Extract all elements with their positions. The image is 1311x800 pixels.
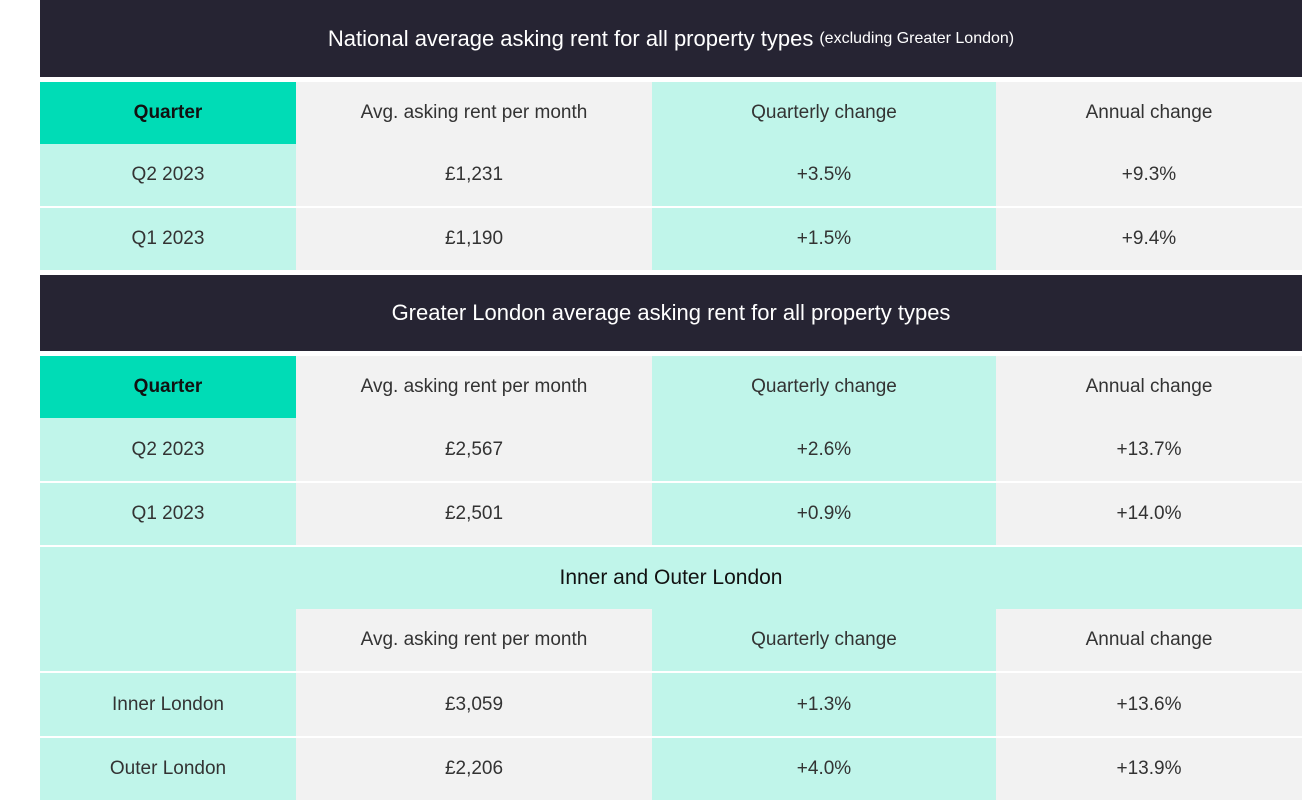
header-avg-rent: Avg. asking rent per month xyxy=(296,82,652,144)
table-row: Outer London £2,206 +4.0% +13.9% xyxy=(40,738,1302,800)
header-avg-rent: Avg. asking rent per month xyxy=(296,609,652,671)
cell-quarter: Q2 2023 xyxy=(40,144,296,206)
header-quarter: Quarter xyxy=(40,82,296,144)
cell-avg-rent: £2,206 xyxy=(296,738,652,800)
cell-quarterly-change: +1.5% xyxy=(652,208,996,270)
header-annual-change: Annual change xyxy=(996,356,1302,418)
cell-avg-rent: £1,231 xyxy=(296,144,652,206)
header-annual-change: Annual change xyxy=(996,609,1302,671)
inner-outer-title: Inner and Outer London xyxy=(40,547,1302,609)
cell-avg-rent: £3,059 xyxy=(296,673,652,736)
cell-quarterly-change: +4.0% xyxy=(652,738,996,800)
cell-annual-change: +14.0% xyxy=(996,483,1302,545)
table-row: Q2 2023 £1,231 +3.5% +9.3% xyxy=(40,144,1302,208)
cell-quarter: Q2 2023 xyxy=(40,418,296,481)
header-area xyxy=(40,609,296,671)
cell-area: Outer London xyxy=(40,738,296,800)
cell-avg-rent: £1,190 xyxy=(296,208,652,270)
cell-annual-change: +9.3% xyxy=(996,144,1302,206)
national-title-note: (excluding Greater London) xyxy=(819,29,1015,47)
header-annual-change: Annual change xyxy=(996,82,1302,144)
national-header-row: Quarter Avg. asking rent per month Quart… xyxy=(40,82,1302,144)
cell-quarter: Q1 2023 xyxy=(40,208,296,270)
header-quarterly-change: Quarterly change xyxy=(652,356,996,418)
inner-outer-header-row: Avg. asking rent per month Quarterly cha… xyxy=(40,609,1302,673)
national-title-main: National average asking rent for all pro… xyxy=(327,25,814,51)
table-row: Q1 2023 £1,190 +1.5% +9.4% xyxy=(40,208,1302,270)
table-row: Q2 2023 £2,567 +2.6% +13.7% xyxy=(40,418,1302,483)
header-quarterly-change: Quarterly change xyxy=(652,82,996,144)
cell-annual-change: +9.4% xyxy=(996,208,1302,270)
cell-avg-rent: £2,501 xyxy=(296,483,652,545)
cell-annual-change: +13.7% xyxy=(996,418,1302,481)
cell-quarterly-change: +1.3% xyxy=(652,673,996,736)
cell-quarterly-change: +2.6% xyxy=(652,418,996,481)
cell-avg-rent: £2,567 xyxy=(296,418,652,481)
cell-annual-change: +13.9% xyxy=(996,738,1302,800)
header-avg-rent: Avg. asking rent per month xyxy=(296,356,652,418)
cell-quarter: Q1 2023 xyxy=(40,483,296,545)
cell-quarterly-change: +0.9% xyxy=(652,483,996,545)
national-title: National average asking rent for all pro… xyxy=(40,0,1302,77)
london-header-row: Quarter Avg. asking rent per month Quart… xyxy=(40,356,1302,418)
table-row: Q1 2023 £2,501 +0.9% +14.0% xyxy=(40,483,1302,547)
london-title: Greater London average asking rent for a… xyxy=(40,275,1302,351)
header-quarterly-change: Quarterly change xyxy=(652,609,996,671)
cell-annual-change: +13.6% xyxy=(996,673,1302,736)
table-row: Inner London £3,059 +1.3% +13.6% xyxy=(40,673,1302,738)
cell-quarterly-change: +3.5% xyxy=(652,144,996,206)
cell-area: Inner London xyxy=(40,673,296,736)
header-quarter: Quarter xyxy=(40,356,296,418)
rent-tables: National average asking rent for all pro… xyxy=(40,0,1302,800)
